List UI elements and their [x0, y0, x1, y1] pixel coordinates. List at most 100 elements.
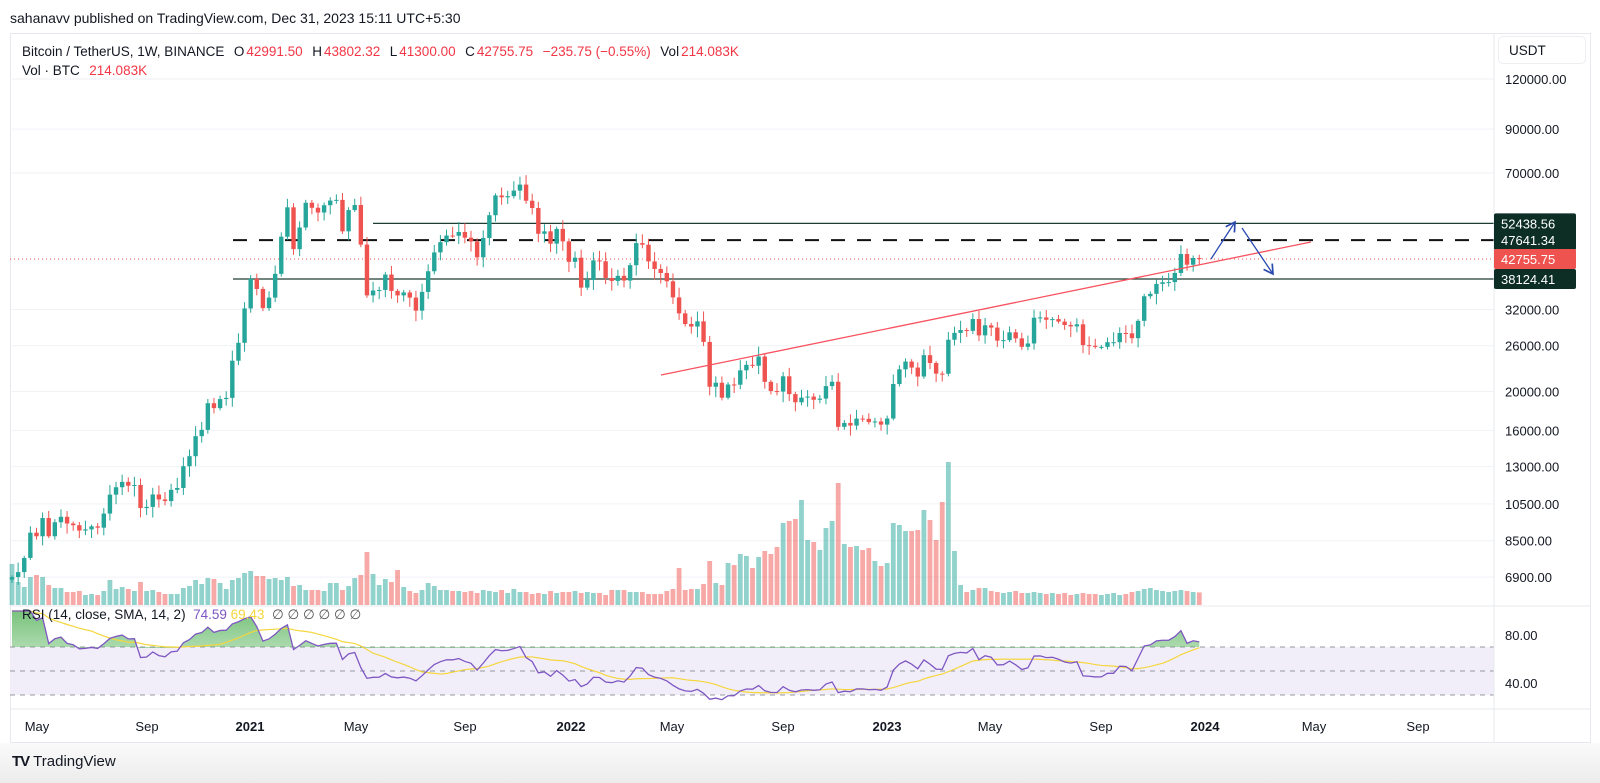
- drawings[interactable]: [660, 220, 1312, 376]
- horizontal-levels[interactable]: [10, 222, 1494, 280]
- volume-bar: [603, 595, 609, 605]
- candle-body: [1123, 332, 1129, 334]
- price-tick-label: 90000.00: [1505, 122, 1559, 137]
- candle-body: [658, 268, 663, 274]
- candle: [1129, 324, 1135, 344]
- candle-body: [1056, 319, 1061, 322]
- volume-bar: [1105, 594, 1110, 605]
- volume-bar: [107, 580, 113, 605]
- volume-bar: [113, 589, 119, 605]
- candle-body: [738, 370, 743, 385]
- rsi-label[interactable]: RSI (14, close, SMA, 14, 2): [22, 607, 186, 622]
- candle-body: [701, 321, 706, 342]
- volume-bar: [511, 589, 517, 605]
- volume-bar: [1147, 588, 1153, 605]
- volume-bar: [1001, 593, 1006, 605]
- volume-bar: [486, 591, 492, 605]
- candle-body: [621, 275, 627, 281]
- candle: [9, 575, 15, 583]
- volume-bar: [1098, 595, 1104, 605]
- candle: [340, 193, 345, 234]
- symbol-name[interactable]: Bitcoin / TetherUS, 1W, BINANCE: [22, 44, 225, 59]
- volume-bar: [627, 592, 633, 605]
- tradingview-logo[interactable]: TV TradingView: [12, 753, 116, 770]
- volume-bar: [952, 551, 957, 605]
- volume-bar: [438, 590, 443, 605]
- candle-body: [787, 376, 792, 395]
- candle-body: [383, 274, 388, 290]
- candle: [1007, 326, 1012, 343]
- candle: [505, 190, 510, 205]
- candle: [272, 265, 278, 303]
- candle-body: [1172, 272, 1177, 283]
- high-value: 43802.32: [323, 44, 381, 59]
- volume-bar: [1013, 591, 1019, 605]
- volume-bar: [21, 587, 27, 605]
- volume-bar: [1135, 591, 1141, 605]
- candle: [836, 373, 841, 431]
- volume-bar: [248, 571, 254, 605]
- volume-bar: [670, 589, 676, 605]
- volume-bar: [835, 483, 841, 605]
- volume-bar: [1080, 593, 1086, 605]
- candle: [927, 345, 933, 369]
- candle: [224, 391, 229, 406]
- candle: [1050, 317, 1055, 328]
- candle-body: [964, 330, 969, 332]
- volume-bar: [15, 582, 21, 605]
- price-tick-label: 10500.00: [1505, 497, 1559, 512]
- publish-info: sahanavv published on TradingView.com, D…: [10, 10, 461, 26]
- candle: [474, 238, 480, 266]
- low-value: 41300.00: [399, 44, 456, 59]
- candle-body: [230, 360, 235, 398]
- candle-body: [34, 532, 39, 537]
- candle: [597, 250, 602, 271]
- low-label: L: [389, 44, 398, 59]
- volume-bar: [848, 547, 853, 605]
- candle-body: [303, 202, 308, 228]
- candle: [199, 421, 204, 443]
- up-arrow-drawing[interactable]: [1210, 220, 1236, 260]
- candle-body: [52, 522, 58, 537]
- candle-body: [1031, 317, 1037, 344]
- candle: [560, 220, 565, 251]
- down-arrow-drawing[interactable]: [1241, 227, 1274, 276]
- candle: [419, 283, 425, 320]
- candle: [658, 264, 663, 284]
- volume-bar: [744, 556, 749, 605]
- volume-bar: [95, 595, 101, 605]
- candle-body: [126, 481, 131, 486]
- candle: [456, 222, 461, 245]
- volume-bar: [315, 590, 321, 605]
- volume-bar: [480, 590, 486, 605]
- currency-selector[interactable]: USDT: [1498, 36, 1586, 64]
- candle-body: [952, 332, 957, 340]
- volume-bar: [413, 593, 419, 605]
- volume-series-name[interactable]: Vol · BTC: [22, 63, 80, 78]
- candle-body: [982, 325, 988, 336]
- volume-bar: [792, 519, 798, 605]
- candle-body: [236, 342, 241, 361]
- rsi-legend: RSI (14, close, SMA, 14, 2) 74.59 69.43 …: [22, 607, 361, 623]
- candle-body: [113, 487, 119, 495]
- candle: [1148, 291, 1153, 299]
- candle-body: [71, 523, 76, 526]
- volume-bar: [1019, 593, 1025, 605]
- candle-body: [695, 321, 700, 327]
- candle: [279, 232, 284, 277]
- volume-legend: Vol · BTC 214.083K: [22, 63, 149, 78]
- volume-bar: [174, 594, 180, 605]
- candle-body: [927, 355, 933, 363]
- volume-bar: [1050, 593, 1055, 605]
- trendline[interactable]: [660, 241, 1312, 376]
- rsi-overbought-fill: [12, 611, 1200, 648]
- candle: [468, 230, 474, 252]
- price-tick-label: 26000.00: [1505, 339, 1559, 354]
- candle-body: [1080, 324, 1086, 346]
- candle: [517, 176, 523, 200]
- volume-bar: [125, 589, 131, 605]
- volume-bar: [1141, 589, 1147, 605]
- candle: [395, 289, 400, 303]
- candle-body: [1105, 342, 1110, 347]
